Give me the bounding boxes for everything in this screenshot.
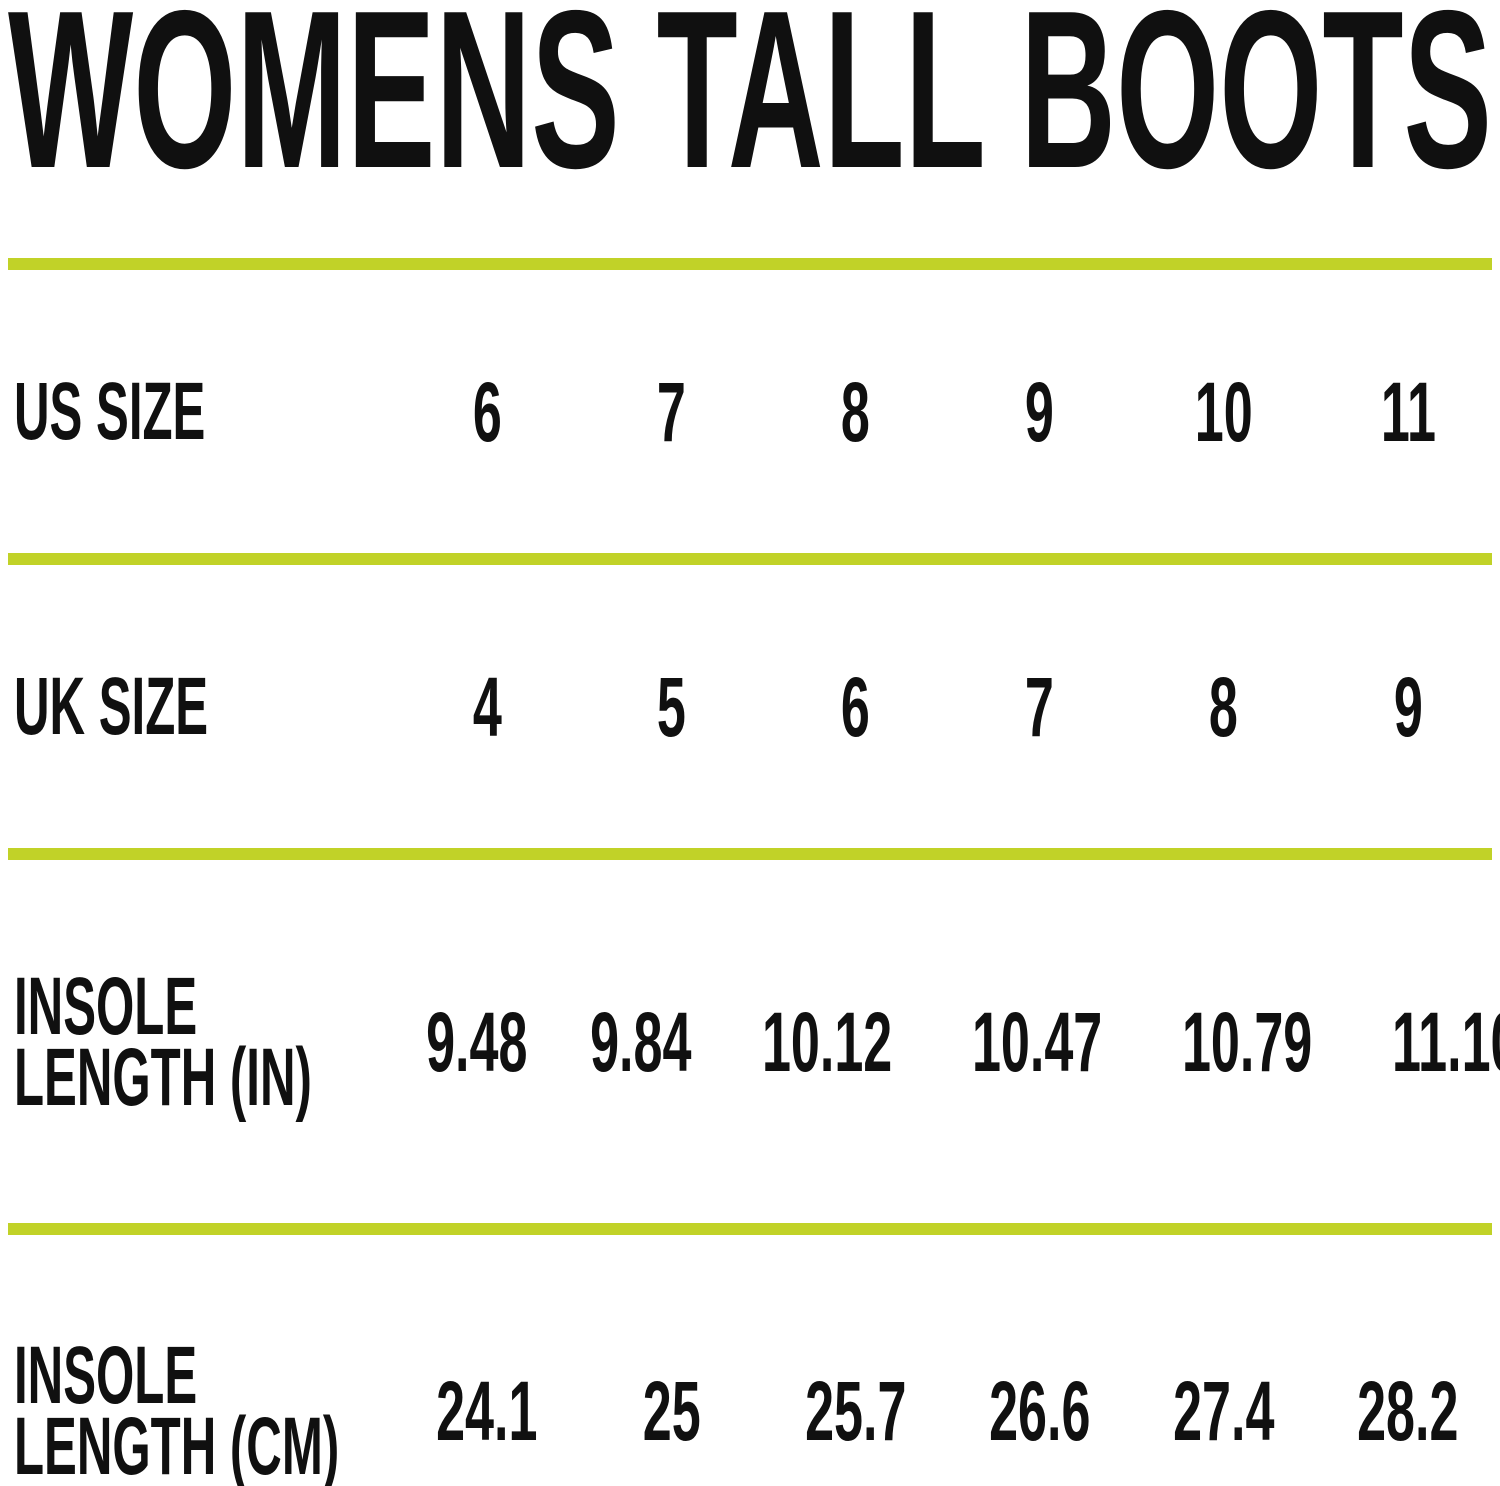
- size-value-cell: 10: [1132, 370, 1316, 454]
- size-value: 11: [1380, 364, 1436, 459]
- size-value-cell: 25: [579, 1369, 763, 1453]
- size-value: 11.10: [1391, 994, 1500, 1089]
- size-value-cell: 27.4: [1132, 1369, 1316, 1453]
- size-value-cell: 11.10: [1353, 1000, 1500, 1084]
- table-row-insole-length-in: INSOLE LENGTH (IN) 9.48 9.84 10.12 10.47…: [0, 860, 1500, 1223]
- size-value-cell: 4: [395, 665, 579, 749]
- size-value: 6: [472, 364, 502, 459]
- size-value: 6: [840, 659, 870, 754]
- size-value-cell: 6: [763, 665, 947, 749]
- size-value: 9: [1393, 659, 1423, 754]
- size-value: 25: [642, 1363, 701, 1458]
- size-value: 9.48: [426, 994, 528, 1089]
- row-label-text: US SIZE: [14, 366, 206, 457]
- size-value: 9.84: [589, 994, 691, 1089]
- size-value: 8: [1209, 659, 1239, 754]
- size-value-cell: 11: [1316, 370, 1500, 454]
- size-value-cell: 24.1: [395, 1369, 579, 1453]
- table-row-insole-length-cm: INSOLE LENGTH (CM) 24.1 25 25.7 26.6 27.…: [0, 1235, 1500, 1486]
- size-value-cell: 5: [579, 665, 763, 749]
- size-value-cell: 9.84: [559, 1000, 723, 1084]
- size-value-cell: 7: [579, 370, 763, 454]
- chart-title-block: WOMENS TALL BOOTS: [8, 0, 1492, 190]
- divider-line: [8, 258, 1492, 270]
- size-value: 27.4: [1173, 1363, 1275, 1458]
- size-value: 24.1: [436, 1363, 538, 1458]
- divider-line: [8, 553, 1492, 565]
- size-value-cell: 10.47: [932, 1000, 1142, 1084]
- size-value-cell: 25.7: [763, 1369, 947, 1453]
- divider-line: [8, 1223, 1492, 1235]
- size-value: 28.2: [1357, 1363, 1459, 1458]
- size-value-cell: 8: [763, 370, 947, 454]
- page-title: WOMENS TALL BOOTS: [8, 0, 1492, 190]
- size-value: 7: [1025, 659, 1055, 754]
- size-value-cell: 7: [948, 665, 1132, 749]
- row-label-text: UK SIZE: [14, 661, 209, 752]
- table-row-us-size: US SIZE 6 7 8 9 10 11: [0, 270, 1500, 553]
- size-value-cell: 9: [948, 370, 1132, 454]
- size-value: 9: [1025, 364, 1055, 459]
- size-value: 10.79: [1182, 994, 1313, 1089]
- size-value-cell: 10.79: [1142, 1000, 1352, 1084]
- row-label: INSOLE LENGTH (IN): [0, 960, 395, 1123]
- size-value: 25.7: [804, 1363, 907, 1458]
- divider-line: [8, 848, 1492, 860]
- row-label-text: LENGTH (CM): [14, 1400, 340, 1486]
- row-label-text: INSOLE: [14, 1329, 198, 1421]
- row-label: INSOLE LENGTH (CM): [0, 1329, 395, 1486]
- size-value-cell: 6: [395, 370, 579, 454]
- size-value-cell: 9: [1316, 665, 1500, 749]
- row-label: US SIZE: [0, 366, 395, 457]
- size-value: 4: [472, 659, 502, 754]
- size-value: 10.12: [761, 994, 893, 1089]
- size-value: 5: [656, 659, 686, 754]
- size-value: 26.6: [988, 1363, 1091, 1458]
- table-row-uk-size: UK SIZE 4 5 6 7 8 9: [0, 565, 1500, 848]
- size-value: 7: [656, 364, 686, 459]
- size-value-cell: 8: [1132, 665, 1316, 749]
- size-value-cell: 26.6: [948, 1369, 1132, 1453]
- row-label: UK SIZE: [0, 661, 395, 752]
- row-label-text: INSOLE: [14, 960, 198, 1052]
- size-value-cell: 10.12: [722, 1000, 932, 1084]
- size-value: 10.47: [972, 994, 1103, 1089]
- row-label-text: LENGTH (IN): [14, 1031, 312, 1123]
- size-value: 10: [1194, 364, 1253, 459]
- size-value-cell: 28.2: [1316, 1369, 1500, 1453]
- size-value-cell: 9.48: [395, 1000, 559, 1084]
- size-value: 8: [840, 364, 870, 459]
